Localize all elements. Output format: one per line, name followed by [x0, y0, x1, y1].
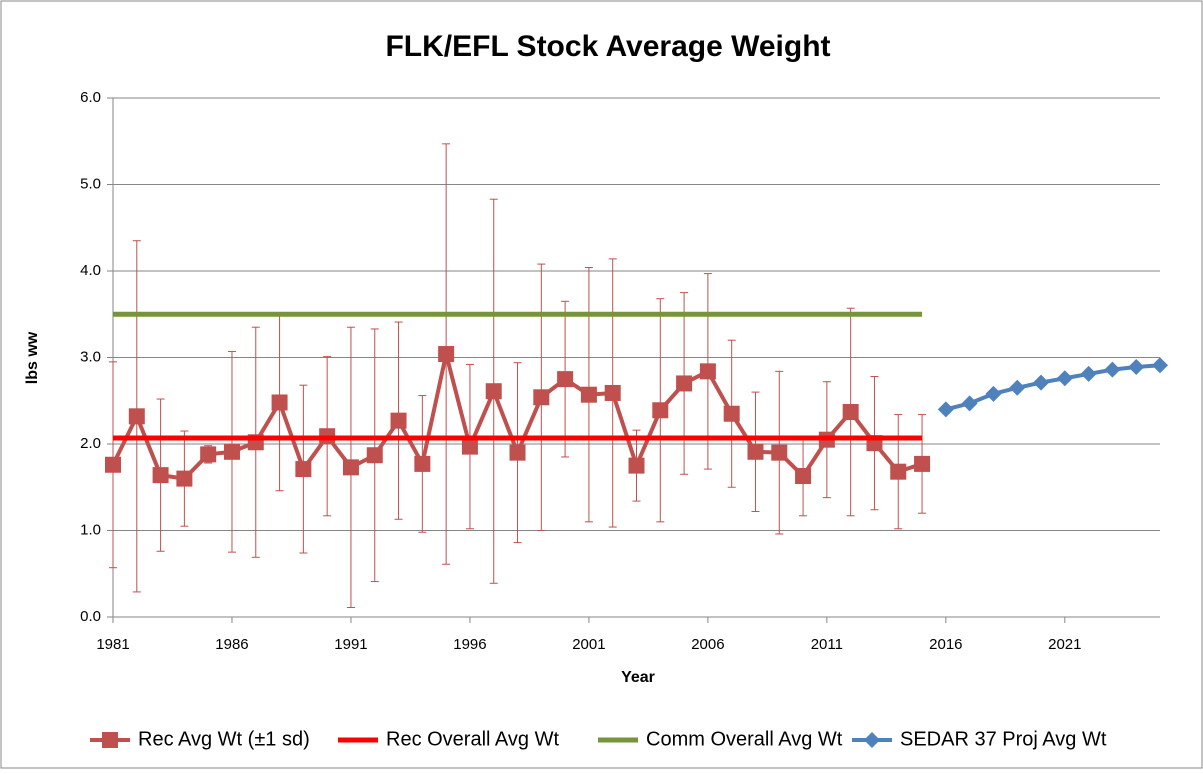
data-point: [842, 403, 859, 420]
data-point: [390, 412, 407, 429]
data-point: [699, 363, 716, 380]
data-point: [580, 386, 597, 403]
x-tick-label: 2016: [929, 636, 962, 653]
legend-label: SEDAR 37 Proj Avg Wt: [900, 728, 1107, 750]
data-point: [890, 463, 907, 480]
data-point: [342, 459, 359, 476]
data-point: [1152, 357, 1168, 374]
data-point: [176, 470, 193, 487]
data-point: [200, 446, 217, 463]
x-tick-label: 1996: [453, 636, 486, 653]
x-tick-label: 1991: [334, 636, 367, 653]
data-point: [461, 438, 478, 455]
data-point: [1009, 379, 1026, 396]
data-point: [223, 443, 240, 460]
series-line: [945, 363, 1161, 412]
x-tick-label: 1981: [96, 636, 129, 653]
data-point: [604, 384, 621, 401]
x-tick-label: 1986: [215, 636, 248, 653]
y-tick-label: 3.0: [80, 348, 101, 365]
data-point: [723, 405, 740, 422]
data-point: [295, 461, 312, 478]
data-point: [414, 455, 431, 472]
legend-label: Rec Avg Wt (±1 sd): [138, 728, 310, 750]
data-point: [747, 443, 764, 460]
data-point: [533, 389, 550, 406]
data-point: [271, 394, 288, 411]
data-point: [557, 371, 574, 388]
y-tick-label: 1.0: [80, 521, 101, 538]
data-point: [914, 455, 931, 472]
data-point: [105, 456, 121, 473]
x-axis-label: Year: [621, 669, 655, 686]
data-point: [628, 457, 645, 474]
x-tick-label: 2011: [811, 636, 843, 653]
y-tick-label: 0.0: [80, 608, 101, 625]
x-tick-label: 2001: [572, 636, 605, 653]
y-tick-label: 4.0: [80, 262, 101, 279]
y-tick-label: 5.0: [80, 175, 101, 192]
legend-marker: [864, 732, 880, 748]
legend-label: Rec Overall Avg Wt: [386, 728, 559, 750]
y-tick-label: 6.0: [80, 89, 101, 106]
data-point: [152, 467, 169, 484]
y-tick-label: 2.0: [80, 435, 101, 452]
data-point: [1033, 374, 1050, 391]
data-point: [985, 385, 1002, 402]
data-point: [937, 401, 954, 418]
data-point: [438, 346, 455, 363]
legend-marker: [102, 732, 118, 748]
data-point: [485, 383, 502, 400]
data-point: [795, 468, 812, 485]
data-point: [128, 408, 145, 425]
data-point: [1104, 361, 1121, 378]
data-point: [676, 375, 693, 392]
data-point: [771, 444, 788, 461]
data-point: [1080, 365, 1097, 382]
data-point: [1056, 370, 1073, 387]
data-point: [366, 447, 383, 464]
data-point: [652, 402, 669, 419]
legend-label: Comm Overall Avg Wt: [646, 728, 843, 750]
chart-title: FLK/EFL Stock Average Weight: [385, 30, 830, 63]
data-point: [1128, 359, 1145, 376]
x-tick-label: 2021: [1048, 636, 1081, 653]
x-tick-label: 2006: [691, 636, 724, 653]
y-axis-label: lbs ww: [24, 331, 41, 384]
data-point: [509, 444, 526, 461]
data-point: [961, 395, 978, 412]
